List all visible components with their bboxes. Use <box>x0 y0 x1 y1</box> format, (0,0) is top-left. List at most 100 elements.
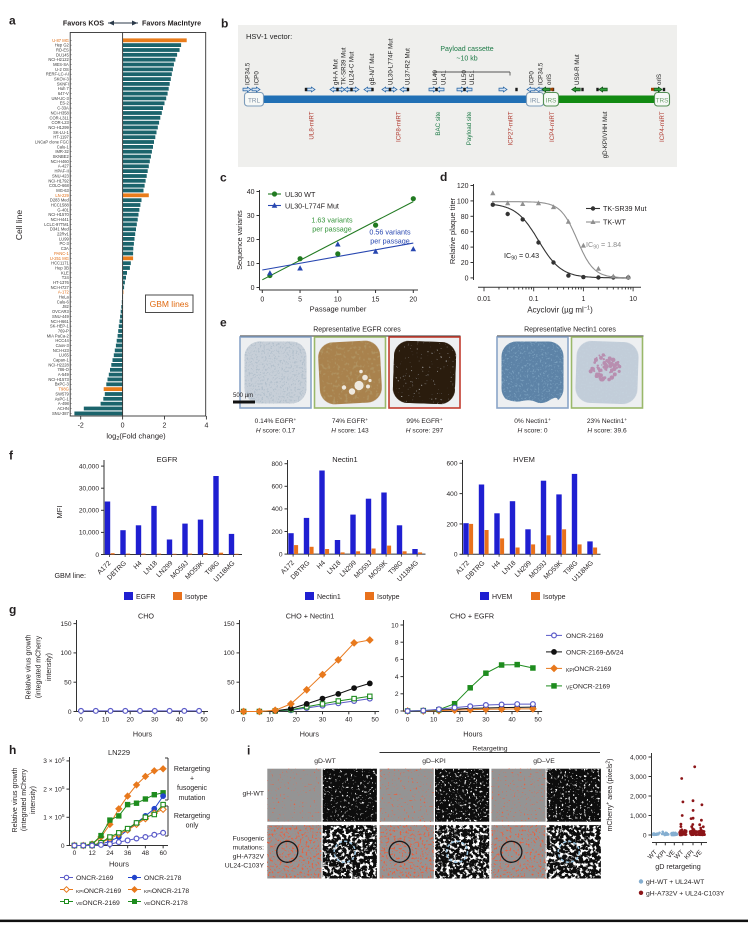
svg-text:30,000: 30,000 <box>79 486 100 493</box>
svg-text:gH-A732V: gH-A732V <box>233 854 265 861</box>
svg-text:4: 4 <box>204 423 208 430</box>
svg-text:400: 400 <box>446 491 457 498</box>
svg-text:Isotype: Isotype <box>543 594 566 601</box>
svg-text:Relative virus growth: Relative virus growth <box>26 634 33 699</box>
svg-text:100: 100 <box>457 198 469 205</box>
svg-text:6: 6 <box>395 657 399 664</box>
svg-text:8: 8 <box>395 640 399 647</box>
svg-text:H score: 39.6: H score: 39.6 <box>587 428 627 435</box>
svg-text:HVEM: HVEM <box>513 455 535 464</box>
svg-text:Representative EGFR cores: Representative EGFR cores <box>313 327 401 334</box>
svg-text:20: 20 <box>293 717 301 724</box>
svg-text:TK-SR39 Mut: TK-SR39 Mut <box>603 204 647 213</box>
svg-text:48: 48 <box>142 850 150 857</box>
svg-text:gD–KPI: gD–KPI <box>422 758 446 765</box>
svg-text:10: 10 <box>391 622 399 629</box>
svg-text:Favors MacIntyre: Favors MacIntyre <box>142 19 201 28</box>
svg-text:g: g <box>9 603 16 617</box>
svg-text:30: 30 <box>247 213 255 220</box>
svg-text:gH-WT: gH-WT <box>242 791 264 798</box>
svg-text:BAC site: BAC site <box>435 111 442 136</box>
svg-text:0: 0 <box>73 850 77 857</box>
svg-text:UL8-miRT: UL8-miRT <box>309 111 316 139</box>
svg-text:15: 15 <box>372 297 380 304</box>
svg-text:50: 50 <box>227 680 235 687</box>
svg-text:intensity): intensity) <box>46 653 53 681</box>
svg-text:74% EGFR+: 74% EGFR+ <box>332 418 368 425</box>
svg-text:oriS: oriS <box>546 74 553 85</box>
svg-text:50: 50 <box>64 680 72 687</box>
svg-text:intensity): intensity) <box>30 786 37 814</box>
svg-text:23% Nectin1+: 23% Nectin1+ <box>587 418 627 425</box>
svg-text:GBM line:: GBM line: <box>54 571 86 580</box>
svg-text:US9-R Mut: US9-R Mut <box>574 54 581 85</box>
svg-text:0: 0 <box>643 832 647 839</box>
svg-text:2: 2 <box>163 423 167 430</box>
svg-text:Isotype: Isotype <box>185 594 208 601</box>
svg-text:MFI: MFI <box>55 506 64 519</box>
svg-text:200: 200 <box>446 521 457 528</box>
svg-text:20: 20 <box>456 717 464 724</box>
svg-text:H score: 143: H score: 143 <box>331 428 369 435</box>
svg-text:10: 10 <box>266 717 274 724</box>
svg-text:CHO + Nectin1: CHO + Nectin1 <box>286 612 335 621</box>
svg-text:10: 10 <box>334 297 342 304</box>
svg-text:ICP27-miRT: ICP27-miRT <box>508 111 515 145</box>
svg-text:20: 20 <box>127 717 135 724</box>
svg-text:b: b <box>221 17 228 31</box>
svg-text:(integrated mCherry: (integrated mCherry <box>36 635 43 698</box>
svg-text:24: 24 <box>106 850 114 857</box>
svg-text:50: 50 <box>200 717 208 724</box>
svg-text:TK-WT: TK-WT <box>603 218 626 227</box>
svg-text:per passage: per passage <box>370 237 410 246</box>
svg-text:50: 50 <box>371 717 379 724</box>
svg-text:0% Nectin1+: 0% Nectin1+ <box>514 418 551 425</box>
svg-text:UL30-L774F Mut: UL30-L774F Mut <box>388 38 395 85</box>
svg-text:100: 100 <box>223 650 234 657</box>
svg-text:ICP34.5: ICP34.5 <box>538 62 545 85</box>
svg-text:0: 0 <box>242 717 246 724</box>
svg-text:TK-SR39 Mut: TK-SR39 Mut <box>341 47 348 85</box>
svg-text:gH-WT + UL24-WT: gH-WT + UL24-WT <box>646 879 704 886</box>
svg-text:CHO + EGFR: CHO + EGFR <box>450 612 494 621</box>
svg-text:400: 400 <box>271 506 282 513</box>
svg-text:Payload cassette: Payload cassette <box>440 46 493 53</box>
svg-text:i: i <box>247 744 250 758</box>
svg-text:ICP0: ICP0 <box>254 71 261 85</box>
svg-text:30: 30 <box>151 717 159 724</box>
svg-text:ICP34.5: ICP34.5 <box>245 62 252 85</box>
svg-text:log2(Fold change): log2(Fold change) <box>106 432 166 443</box>
svg-text:KPIONCR-2169: KPIONCR-2169 <box>76 888 121 895</box>
svg-text:40: 40 <box>508 717 516 724</box>
svg-text:0: 0 <box>454 552 458 559</box>
svg-text:ONCR-2169: ONCR-2169 <box>76 875 114 882</box>
svg-text:1,000: 1,000 <box>630 813 647 820</box>
svg-text:2,000: 2,000 <box>630 793 647 800</box>
svg-text:KPIONCR-2178: KPIONCR-2178 <box>144 888 189 895</box>
svg-text:UL24-C103Y: UL24-C103Y <box>225 863 265 870</box>
svg-text:0: 0 <box>260 297 264 304</box>
svg-text:800: 800 <box>271 461 282 468</box>
svg-text:gD retargeting: gD retargeting <box>655 862 701 871</box>
svg-text:Payload site: Payload site <box>466 111 473 145</box>
svg-text:0: 0 <box>251 285 255 292</box>
svg-text:0: 0 <box>231 709 235 716</box>
svg-text:3,000: 3,000 <box>630 774 647 781</box>
svg-text:40: 40 <box>461 245 469 252</box>
svg-text:150: 150 <box>60 621 71 628</box>
svg-text:e: e <box>220 316 227 330</box>
svg-text:3 × 105: 3 × 105 <box>43 757 65 766</box>
svg-text:fusogenic: fusogenic <box>177 785 207 792</box>
svg-text:IC90 = 1.84: IC90 = 1.84 <box>586 240 621 251</box>
svg-text:Fusogenic: Fusogenic <box>233 836 265 843</box>
svg-text:ONCR-2169-Δ6/24: ONCR-2169-Δ6/24 <box>566 649 624 656</box>
svg-text:HVEM: HVEM <box>492 594 512 601</box>
svg-text:10: 10 <box>247 261 255 268</box>
svg-text:mutations:: mutations: <box>233 845 264 852</box>
svg-text:500 µm: 500 µm <box>233 393 253 399</box>
svg-text:UL30 WT: UL30 WT <box>285 190 316 199</box>
svg-text:VEONCR-2169: VEONCR-2169 <box>76 900 120 907</box>
svg-text:gH-A Mut: gH-A Mut <box>333 59 340 85</box>
svg-text:h: h <box>9 743 16 757</box>
svg-text:oriS: oriS <box>656 74 663 85</box>
